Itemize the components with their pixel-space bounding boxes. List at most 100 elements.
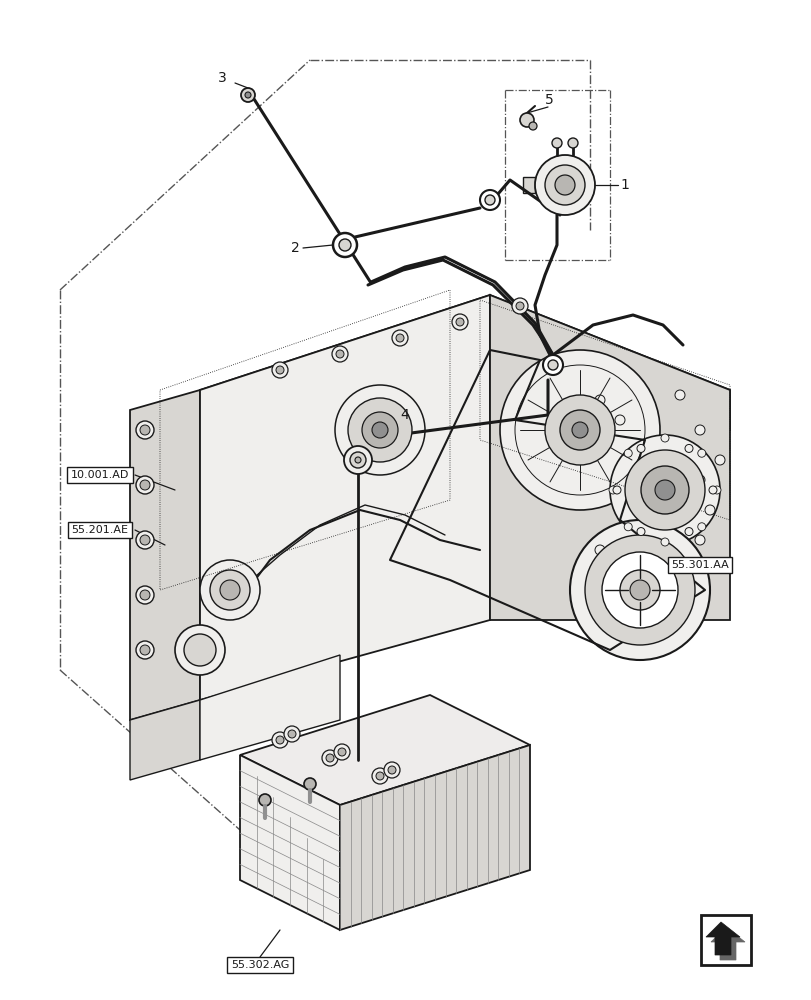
Circle shape — [519, 113, 534, 127]
Circle shape — [640, 466, 689, 514]
Circle shape — [624, 523, 632, 531]
Circle shape — [259, 794, 271, 806]
Polygon shape — [200, 295, 489, 700]
Circle shape — [694, 475, 704, 485]
Circle shape — [333, 233, 357, 257]
Circle shape — [620, 570, 659, 610]
Text: 1: 1 — [620, 178, 628, 192]
Circle shape — [139, 645, 150, 655]
Circle shape — [571, 422, 587, 438]
Circle shape — [612, 486, 620, 494]
Circle shape — [528, 122, 536, 130]
Circle shape — [350, 452, 366, 468]
Circle shape — [344, 446, 371, 474]
Circle shape — [139, 535, 150, 545]
Circle shape — [609, 435, 719, 545]
Circle shape — [388, 766, 396, 774]
Circle shape — [348, 398, 411, 462]
Circle shape — [554, 175, 574, 195]
Circle shape — [660, 538, 668, 546]
Circle shape — [375, 772, 384, 780]
Circle shape — [674, 390, 684, 400]
Circle shape — [336, 350, 344, 358]
Circle shape — [135, 641, 154, 659]
Circle shape — [547, 360, 557, 370]
Circle shape — [371, 422, 388, 438]
Circle shape — [512, 298, 527, 314]
Polygon shape — [130, 390, 200, 720]
Circle shape — [241, 88, 255, 102]
Polygon shape — [240, 755, 340, 930]
Circle shape — [697, 449, 705, 457]
Text: 2: 2 — [291, 241, 299, 255]
Circle shape — [288, 730, 296, 738]
Circle shape — [500, 350, 659, 510]
Polygon shape — [489, 295, 729, 620]
Circle shape — [601, 552, 677, 628]
Circle shape — [624, 565, 634, 575]
Circle shape — [245, 92, 251, 98]
Text: 55.302.AG: 55.302.AG — [230, 960, 289, 970]
Circle shape — [184, 634, 216, 666]
Circle shape — [272, 732, 288, 748]
Circle shape — [362, 412, 397, 448]
Text: 10.001.AD: 10.001.AD — [71, 470, 129, 480]
Polygon shape — [340, 745, 530, 930]
Circle shape — [220, 580, 240, 600]
Circle shape — [560, 410, 599, 450]
Circle shape — [384, 762, 400, 778]
Circle shape — [338, 239, 350, 251]
Circle shape — [210, 570, 250, 610]
Circle shape — [708, 486, 716, 494]
Circle shape — [272, 362, 288, 378]
Circle shape — [624, 449, 632, 457]
Circle shape — [456, 318, 463, 326]
Circle shape — [371, 768, 388, 784]
Circle shape — [325, 754, 333, 762]
Circle shape — [654, 480, 674, 500]
Circle shape — [200, 560, 260, 620]
Text: 55.201.AE: 55.201.AE — [71, 525, 128, 535]
Text: 3: 3 — [217, 71, 226, 85]
Circle shape — [629, 580, 649, 600]
Circle shape — [515, 302, 523, 310]
Circle shape — [594, 545, 604, 555]
Circle shape — [614, 415, 624, 425]
Circle shape — [594, 395, 604, 405]
Circle shape — [139, 480, 150, 490]
Polygon shape — [200, 295, 729, 430]
Bar — [700, 915, 750, 965]
Circle shape — [654, 555, 664, 565]
Polygon shape — [522, 177, 534, 193]
Circle shape — [543, 355, 562, 375]
Polygon shape — [705, 922, 739, 955]
Circle shape — [544, 395, 614, 465]
Circle shape — [697, 523, 705, 531]
Circle shape — [636, 528, 644, 536]
Circle shape — [392, 330, 407, 346]
Circle shape — [276, 366, 284, 374]
Polygon shape — [200, 655, 340, 760]
Polygon shape — [130, 700, 200, 780]
Circle shape — [712, 486, 720, 494]
Circle shape — [139, 590, 150, 600]
Circle shape — [608, 486, 616, 494]
Circle shape — [354, 457, 361, 463]
Circle shape — [684, 528, 692, 536]
Circle shape — [135, 586, 154, 604]
Circle shape — [694, 535, 704, 545]
Circle shape — [479, 190, 500, 210]
Text: 4: 4 — [400, 408, 408, 422]
Circle shape — [484, 195, 495, 205]
Circle shape — [714, 455, 724, 465]
Circle shape — [704, 505, 714, 515]
Circle shape — [569, 520, 709, 660]
Circle shape — [568, 138, 577, 148]
Circle shape — [684, 444, 692, 452]
Polygon shape — [240, 695, 530, 805]
Circle shape — [284, 726, 299, 742]
Circle shape — [332, 346, 348, 362]
Circle shape — [396, 334, 404, 342]
Circle shape — [135, 421, 154, 439]
Circle shape — [135, 531, 154, 549]
